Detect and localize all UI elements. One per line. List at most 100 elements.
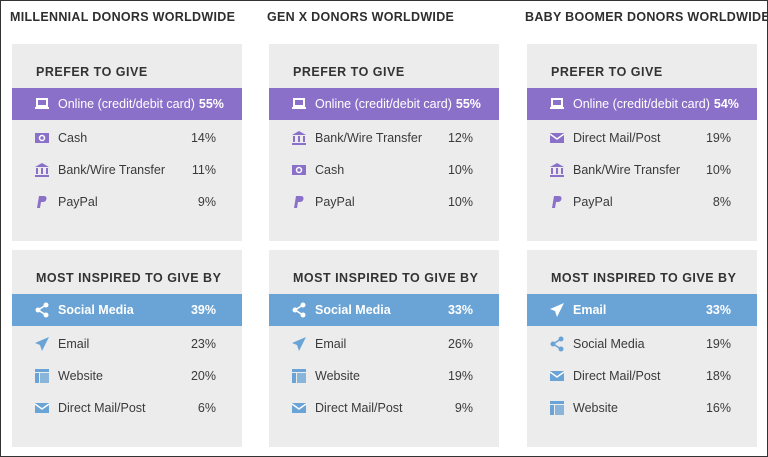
share-icon: [291, 302, 307, 318]
envelope-icon: [549, 368, 565, 384]
list-item: PayPal 9%: [12, 186, 242, 218]
column-title: BABY BOOMER DONORS WORLDWIDE: [525, 10, 768, 24]
item-label: Cash: [58, 131, 88, 145]
inspired-panel: MOST INSPIRED TO GIVE BY Social Media 33% E…: [269, 250, 499, 447]
panel-heading: MOST INSPIRED TO GIVE BY: [551, 271, 737, 285]
highlighted-row: Online (credit/debit card) 55%: [269, 88, 499, 120]
paypal-icon: [291, 194, 307, 210]
paper-plane-icon: [549, 302, 565, 318]
item-value: 18%: [705, 369, 731, 383]
item-label: Direct Mail/Post: [58, 401, 146, 415]
item-value: 55%: [198, 97, 224, 111]
list-item: Direct Mail/Post 18%: [527, 360, 757, 392]
item-label: Bank/Wire Transfer: [315, 131, 422, 145]
bank-icon: [34, 162, 50, 178]
bank-icon: [549, 162, 565, 178]
prefer-panel: PREFER TO GIVE Online (credit/debit card)…: [269, 44, 499, 241]
list-item: Direct Mail/Post 6%: [12, 392, 242, 424]
item-value: 39%: [190, 303, 216, 317]
list-item: Website 16%: [527, 392, 757, 424]
panel-heading: PREFER TO GIVE: [551, 65, 663, 79]
list-item: Bank/Wire Transfer 12%: [269, 122, 499, 154]
item-label: Email: [315, 337, 347, 351]
bank-icon: [291, 130, 307, 146]
item-label: PayPal: [315, 195, 355, 209]
item-value: 23%: [190, 337, 216, 351]
item-value: 8%: [712, 195, 731, 209]
envelope-icon: [291, 400, 307, 416]
laptop-icon: [549, 96, 565, 112]
item-value: 9%: [454, 401, 473, 415]
item-label: Social Media: [58, 303, 134, 317]
website-icon: [549, 400, 565, 416]
item-label: Social Media: [573, 337, 645, 351]
item-value: 19%: [705, 337, 731, 351]
item-value: 26%: [447, 337, 473, 351]
website-icon: [291, 368, 307, 384]
cash-icon: [291, 162, 307, 178]
item-label: Email: [58, 337, 90, 351]
item-value: 55%: [455, 97, 481, 111]
list-item: PayPal 10%: [269, 186, 499, 218]
list-item: Direct Mail/Post 9%: [269, 392, 499, 424]
list-item: Cash 14%: [12, 122, 242, 154]
prefer-panel: PREFER TO GIVE Online (credit/debit card)…: [527, 44, 757, 241]
item-label: Online (credit/debit card): [573, 97, 710, 111]
laptop-icon: [291, 96, 307, 112]
item-value: 10%: [447, 195, 473, 209]
item-value: 14%: [190, 131, 216, 145]
envelope-icon: [549, 130, 565, 146]
item-label: Online (credit/debit card): [315, 97, 452, 111]
inspired-panel: MOST INSPIRED TO GIVE BY Email 33% Social M…: [527, 250, 757, 447]
panel-heading: PREFER TO GIVE: [36, 65, 148, 79]
list-item: Bank/Wire Transfer 11%: [12, 154, 242, 186]
inspired-panel: MOST INSPIRED TO GIVE BY Social Media 39% E…: [12, 250, 242, 447]
list-item: PayPal 8%: [527, 186, 757, 218]
highlighted-row: Online (credit/debit card) 54%: [527, 88, 757, 120]
column-title: GEN X DONORS WORLDWIDE: [267, 10, 455, 24]
item-label: Bank/Wire Transfer: [573, 163, 680, 177]
item-value: 54%: [713, 97, 739, 111]
item-value: 6%: [197, 401, 216, 415]
item-label: PayPal: [58, 195, 98, 209]
highlighted-row: Email 33%: [527, 294, 757, 326]
item-label: Website: [58, 369, 103, 383]
website-icon: [34, 368, 50, 384]
paper-plane-icon: [34, 336, 50, 352]
item-value: 11%: [191, 163, 216, 177]
item-label: Online (credit/debit card): [58, 97, 195, 111]
list-item: Website 19%: [269, 360, 499, 392]
share-icon: [549, 336, 565, 352]
item-value: 33%: [705, 303, 731, 317]
panel-heading: MOST INSPIRED TO GIVE BY: [293, 271, 479, 285]
laptop-icon: [34, 96, 50, 112]
item-value: 20%: [190, 369, 216, 383]
list-item: Social Media 19%: [527, 328, 757, 360]
column-title: MILLENNIAL DONORS WORLDWIDE: [10, 10, 236, 24]
paper-plane-icon: [291, 336, 307, 352]
item-value: 19%: [447, 369, 473, 383]
list-item: Direct Mail/Post 19%: [527, 122, 757, 154]
item-value: 10%: [705, 163, 731, 177]
paypal-icon: [549, 194, 565, 210]
item-value: 33%: [447, 303, 473, 317]
cash-icon: [34, 130, 50, 146]
list-item: Email 26%: [269, 328, 499, 360]
highlighted-row: Social Media 33%: [269, 294, 499, 326]
list-item: Cash 10%: [269, 154, 499, 186]
list-item: Bank/Wire Transfer 10%: [527, 154, 757, 186]
item-value: 12%: [447, 131, 473, 145]
item-value: 19%: [705, 131, 731, 145]
item-value: 9%: [197, 195, 216, 209]
item-label: PayPal: [573, 195, 613, 209]
item-value: 10%: [447, 163, 473, 177]
item-label: Cash: [315, 163, 345, 177]
item-label: Social Media: [315, 303, 391, 317]
list-item: Email 23%: [12, 328, 242, 360]
item-label: Email: [573, 303, 607, 317]
item-label: Direct Mail/Post: [573, 369, 661, 383]
item-label: Website: [573, 401, 618, 415]
share-icon: [34, 302, 50, 318]
item-label: Direct Mail/Post: [315, 401, 403, 415]
panel-heading: PREFER TO GIVE: [293, 65, 405, 79]
